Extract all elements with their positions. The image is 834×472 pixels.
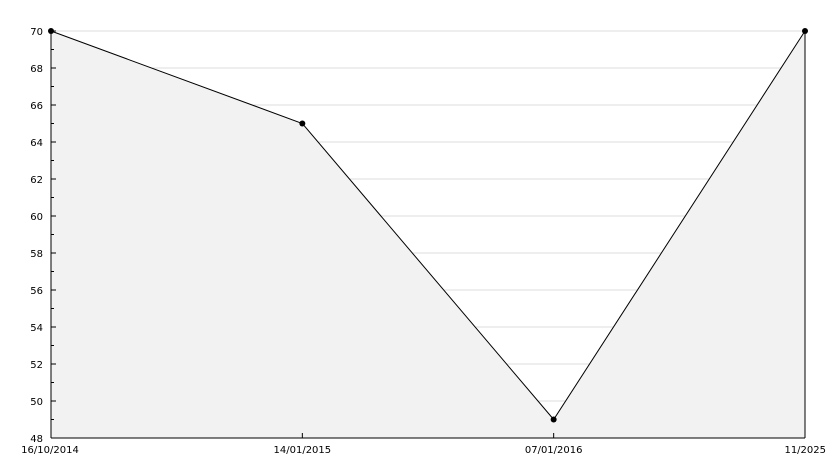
area-fill [51,31,806,438]
y-tick-label: 48 [30,434,43,445]
y-tick-label: 54 [30,323,43,334]
data-marks [48,28,808,423]
area-polygon [51,31,805,438]
y-tick-label: 60 [30,212,43,223]
x-tick-label: 11/2025 [784,445,826,456]
y-tick-label: 70 [30,27,43,38]
y-tick-label: 56 [30,286,43,297]
x-tick-label: 14/01/2015 [274,445,332,456]
y-tick-label: 50 [30,397,43,408]
y-tick-label: 66 [30,101,43,112]
tick-labels: 48 50 52 54 56 58 60 62 64 66 68 70 16/10/2014 14/01/… [21,27,826,456]
data-point [550,416,557,423]
series-line [50,30,806,421]
x-tick-label: 07/01/2016 [525,445,583,456]
x-tick-label: 16/10/2014 [21,445,79,456]
y-tick-label: 64 [30,138,43,149]
y-tick-label: 68 [30,64,43,75]
y-tick-label: 52 [30,360,43,371]
axes [50,30,805,439]
data-point [48,28,54,34]
data-point [802,28,808,34]
y-tick-label: 58 [30,249,43,260]
y-tick-label: 62 [30,175,43,186]
data-point [299,120,306,127]
